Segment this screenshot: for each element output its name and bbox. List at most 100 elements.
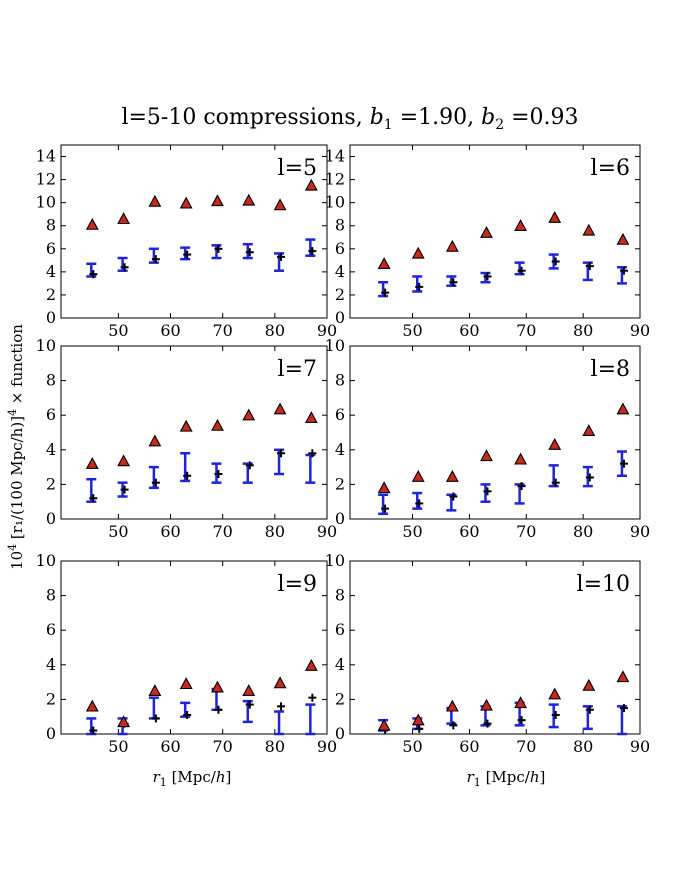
x-axis-label-left: r1 [Mpc/h] — [153, 768, 232, 789]
triangle-marker — [582, 678, 596, 691]
triangle-marker — [548, 437, 562, 450]
triangle-marker — [548, 211, 562, 223]
triangle-marker — [273, 198, 287, 211]
x-tick-label: 90 — [630, 737, 650, 756]
y-tick-label: 8 — [335, 586, 345, 605]
x-tick-label: 80 — [265, 522, 285, 541]
triangle-marker — [148, 434, 162, 447]
x-tick-label: 60 — [160, 737, 180, 756]
triangle-marker — [148, 194, 162, 207]
triangle-marker — [377, 718, 391, 731]
y-tick-label: 12 — [325, 170, 345, 189]
triangle-marker — [304, 659, 318, 671]
y-tick-label: 8 — [335, 216, 345, 235]
y-tick-label: 0 — [46, 308, 56, 327]
x-tick-label: 60 — [459, 522, 479, 541]
chart-title: l=5-10 compressions, b1 =1.90, b2 =0.93 — [121, 105, 578, 133]
triangle-marker — [582, 223, 596, 236]
y-axis-label: 104 [r₁/(100 Mpc/h)]4 × function — [6, 324, 26, 570]
x-tick-label: 70 — [213, 737, 233, 756]
x-tick-label: 80 — [573, 321, 593, 340]
x-tick-label: 90 — [317, 522, 337, 541]
panel-frame — [349, 345, 641, 520]
panel-frame — [60, 560, 328, 735]
panel-frame — [349, 144, 641, 319]
x-tick-label: 50 — [402, 321, 422, 340]
panel-label: l=10 — [577, 572, 630, 597]
x-tick-label: 90 — [630, 522, 650, 541]
x-tick-label: 70 — [516, 522, 536, 541]
y-tick-label: 4 — [335, 262, 345, 281]
panel-frame — [349, 560, 641, 735]
x-tick-label: 90 — [317, 321, 337, 340]
panel-l-9: 0 2 4 6 8 10 50 60 70 80 90 l=9 — [36, 551, 338, 756]
triangle-marker — [445, 469, 459, 482]
triangle-marker — [616, 232, 630, 245]
y-tick-label: 0 — [46, 724, 56, 743]
panel-l-6: 0 2 4 6 8 10 12 14 50 60 70 80 90 l=6 — [325, 144, 650, 340]
triangle-marker — [242, 684, 256, 696]
x-tick-label: 90 — [630, 321, 650, 340]
y-tick-label: 10 — [36, 193, 56, 212]
triangle-marker — [85, 456, 99, 469]
y-tick-label: 2 — [335, 689, 345, 708]
triangle-marker — [273, 402, 287, 415]
y-tick-label: 6 — [335, 405, 345, 424]
panel-l-5: 0 2 4 6 8 10 12 14 50 60 70 80 90 l=5 — [36, 144, 337, 340]
panel-l-10: 0 2 4 6 8 10 50 60 70 80 90 l=10 — [325, 551, 651, 756]
x-tick-label: 80 — [265, 321, 285, 340]
y-tick-label: 14 — [36, 147, 56, 166]
y-tick-label: 2 — [46, 474, 56, 493]
y-tick-label: 8 — [46, 586, 56, 605]
y-tick-label: 0 — [46, 509, 56, 528]
triangle-marker — [616, 670, 630, 683]
x-tick-label: 80 — [573, 737, 593, 756]
triangle-marker — [411, 713, 425, 726]
triangle-marker — [480, 225, 493, 238]
panel-frame — [60, 345, 328, 520]
y-tick-label: 0 — [335, 509, 345, 528]
panel-l-7: 0 2 4 6 8 10 50 60 70 80 90 l=7 — [36, 336, 338, 541]
x-tick-label: 50 — [108, 737, 128, 756]
y-tick-label: 4 — [46, 655, 56, 674]
triangle-marker — [85, 217, 99, 230]
triangle-marker — [616, 402, 630, 415]
x-tick-label: 50 — [402, 522, 422, 541]
y-tick-label: 8 — [46, 216, 56, 235]
triangle-marker — [377, 481, 391, 494]
y-tick-label: 8 — [46, 371, 56, 390]
y-tick-label: 4 — [335, 440, 345, 459]
triangle-marker — [117, 212, 131, 225]
y-tick-label: 10 — [325, 551, 345, 570]
y-tick-label: 0 — [335, 724, 345, 743]
x-tick-label: 60 — [459, 737, 479, 756]
triangle-marker — [445, 239, 459, 252]
triangle-marker — [242, 408, 256, 421]
y-tick-label: 2 — [335, 285, 345, 304]
triangle-marker — [304, 411, 318, 424]
y-tick-label: 12 — [36, 170, 56, 189]
triangle-marker — [179, 677, 193, 690]
x-tick-label: 50 — [402, 737, 422, 756]
triangle-marker — [514, 452, 528, 465]
x-tick-label: 60 — [160, 522, 180, 541]
triangle-marker — [304, 178, 318, 191]
x-tick-label: 70 — [213, 321, 233, 340]
panel-frame — [60, 144, 328, 319]
panel-label: l=7 — [278, 357, 317, 382]
triangle-marker — [377, 257, 391, 270]
triangle-marker — [273, 676, 287, 689]
panel-l-8: 0 2 4 6 8 10 50 60 70 80 90 l=8 — [325, 336, 651, 541]
triangle-marker — [117, 715, 131, 728]
x-tick-label: 50 — [108, 522, 128, 541]
triangle-marker — [514, 696, 528, 709]
y-tick-label: 6 — [46, 405, 56, 424]
x-tick-label: 90 — [317, 737, 337, 756]
y-tick-label: 6 — [46, 620, 56, 639]
triangle-marker — [211, 680, 224, 693]
y-tick-label: 10 — [325, 193, 345, 212]
x-axis-label-right: r1 [Mpc/h] — [467, 768, 546, 789]
y-tick-label: 6 — [335, 620, 345, 639]
